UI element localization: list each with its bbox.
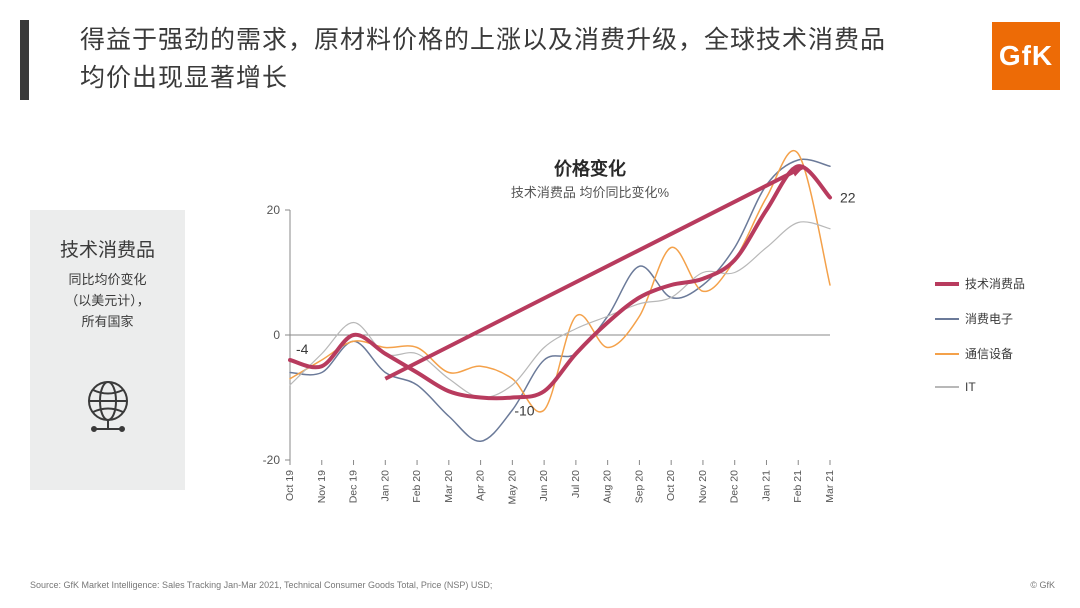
globe-icon [40, 377, 175, 435]
legend-label: 通信设备 [965, 345, 1013, 362]
svg-text:-20: -20 [263, 453, 281, 467]
svg-text:0: 0 [273, 328, 280, 342]
svg-text:-10: -10 [514, 403, 534, 419]
svg-text:Oct 20: Oct 20 [665, 470, 677, 501]
legend-swatch [935, 318, 959, 320]
gfk-logo: GfK [992, 22, 1060, 90]
svg-text:Mar 21: Mar 21 [824, 470, 836, 503]
svg-text:Jan 21: Jan 21 [760, 470, 772, 502]
chart-subtitle: 技术消费品 均价同比变化% [440, 182, 740, 201]
side-line: 同比均价变化 [40, 270, 175, 291]
svg-text:Jan 20: Jan 20 [379, 470, 391, 502]
accent-bar [20, 20, 29, 100]
chart-title: 价格变化 [440, 155, 740, 181]
side-line: 所有国家 [40, 312, 175, 333]
footer-source: Source: GfK Market Intelligence: Sales T… [30, 580, 492, 590]
svg-text:Apr 20: Apr 20 [475, 470, 487, 501]
svg-text:20: 20 [267, 203, 281, 217]
side-line: （以美元计）， [40, 291, 175, 312]
page-title: 得益于强劲的需求，原材料价格的上涨以及消费升级，全球技术消费品均价出现显著增长 [80, 22, 910, 97]
side-heading: 技术消费品 [40, 235, 175, 262]
svg-text:Nov 19: Nov 19 [316, 470, 328, 503]
svg-text:Jun 20: Jun 20 [538, 470, 550, 502]
svg-text:22: 22 [840, 190, 856, 206]
legend-swatch [935, 282, 959, 286]
legend-item: 通信设备 [935, 345, 1045, 362]
svg-text:Aug 20: Aug 20 [602, 470, 614, 503]
side-panel: 技术消费品 同比均价变化 （以美元计）， 所有国家 [30, 210, 185, 490]
svg-text:Dec 20: Dec 20 [729, 470, 741, 503]
legend-label: 技术消费品 [965, 275, 1025, 292]
legend-label: 消费电子 [965, 310, 1013, 327]
svg-text:Feb 20: Feb 20 [411, 470, 423, 503]
legend-swatch [935, 353, 959, 355]
legend-item: IT [935, 380, 1045, 394]
legend-label: IT [965, 380, 976, 394]
legend-item: 消费电子 [935, 310, 1045, 327]
svg-text:Sep 20: Sep 20 [633, 470, 645, 503]
legend-item: 技术消费品 [935, 275, 1045, 292]
svg-text:May 20: May 20 [506, 470, 518, 505]
svg-text:Nov 20: Nov 20 [697, 470, 709, 503]
svg-text:Feb 21: Feb 21 [792, 470, 804, 503]
line-chart: -20 0 20 Oct 19 Nov 19 Dec 19 Jan 20 Feb 20 Mar … [250, 200, 870, 530]
footer-copyright: © GfK [1030, 580, 1055, 590]
svg-text:Dec 19: Dec 19 [348, 470, 360, 503]
svg-text:Oct 19: Oct 19 [284, 470, 296, 501]
chart-legend: 技术消费品 消费电子 通信设备 IT [935, 275, 1045, 412]
svg-text:-4: -4 [296, 341, 309, 357]
svg-text:Mar 20: Mar 20 [443, 470, 455, 503]
legend-swatch [935, 386, 959, 388]
svg-text:Jul 20: Jul 20 [570, 470, 582, 498]
